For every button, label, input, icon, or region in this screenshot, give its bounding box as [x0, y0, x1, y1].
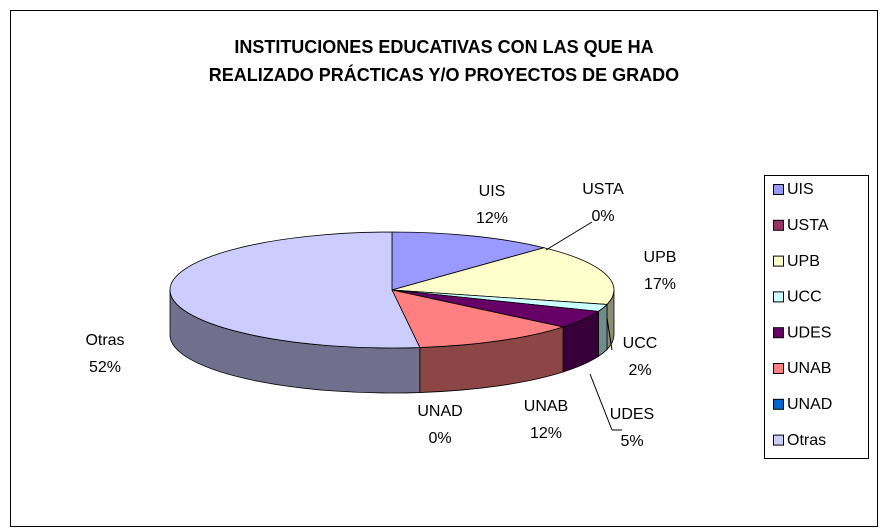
data-label-value: 0%: [591, 208, 614, 225]
data-label-value: 5%: [620, 433, 643, 450]
slice: [391, 289, 565, 348]
chart-title: INSTITUCIONES EDUCATIVAS CON LAS QUE HA: [234, 37, 653, 57]
data-label-name: UNAB: [524, 398, 568, 415]
legend-swatch: [773, 291, 784, 303]
leader-line: [545, 221, 593, 251]
leader-line: [606, 317, 613, 351]
pie: [169, 231, 615, 394]
data-label-value: 12%: [530, 425, 562, 442]
data-label-value: 0%: [428, 430, 451, 447]
data-label-value: 12%: [476, 210, 508, 227]
data-label-value: 52%: [89, 359, 121, 376]
data-label-name: UNAD: [417, 403, 462, 420]
slice: [391, 231, 546, 291]
legend-swatch: [773, 398, 784, 410]
legend-label: UPB: [787, 253, 820, 270]
data-label-value: 17%: [644, 276, 676, 293]
legend-label: UIS: [787, 181, 814, 198]
slice: [169, 231, 421, 349]
legend-swatch: [773, 363, 784, 374]
slice: [391, 247, 615, 305]
data-label-name: UDES: [610, 406, 654, 423]
legend-label: UDES: [787, 324, 831, 341]
legend-swatch: [773, 255, 784, 267]
legend-label: USTA: [787, 217, 829, 234]
legend-swatch: [773, 327, 784, 339]
legend-swatch: [773, 434, 784, 446]
chart-title: REALIZADO PRÁCTICAS Y/O PROYECTOS DE GRA…: [209, 64, 679, 85]
legend-swatch: [773, 184, 784, 195]
legend-label: UCC: [787, 289, 822, 306]
legend-label: UNAB: [787, 360, 831, 377]
data-label-name: UCC: [623, 335, 658, 352]
data-label-name: Otras: [85, 332, 124, 349]
legend-label: UNAD: [787, 396, 832, 413]
data-label-name: UIS: [479, 183, 506, 200]
data-label-value: 2%: [628, 362, 651, 379]
data-label-name: USTA: [582, 181, 624, 198]
legend-label: Otras: [787, 432, 826, 449]
leader-line: [589, 373, 613, 431]
slice-side: [598, 303, 608, 358]
data-label-name: UPB: [644, 249, 677, 266]
legend-swatch: [773, 219, 784, 231]
